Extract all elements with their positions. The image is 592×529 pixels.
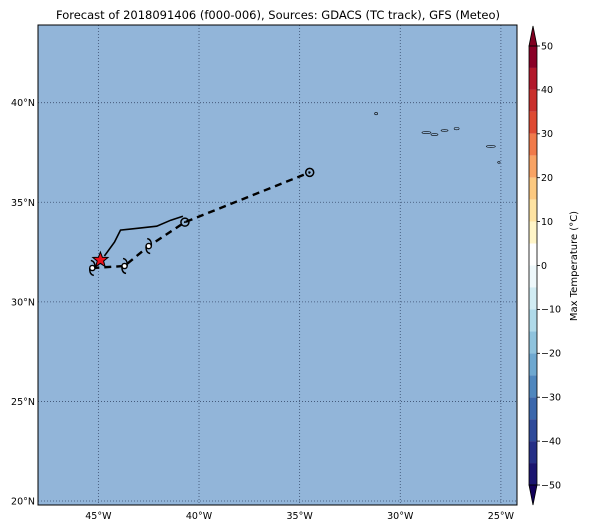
- colorbar-band: [529, 46, 537, 68]
- colorbar-tick-label: 50: [541, 41, 553, 52]
- colorbar-band: [529, 397, 537, 420]
- azores-islands: [374, 112, 501, 164]
- track-markers: [88, 167, 315, 277]
- colorbar-band: [529, 463, 537, 485]
- colorbar-tick-label: −40: [541, 436, 561, 447]
- island-outline: [421, 131, 432, 134]
- cyclone-eye: [121, 262, 128, 270]
- longitude-tick-label: 40°W: [186, 511, 213, 522]
- colorbar-label: Max Temperature (°C): [569, 211, 580, 321]
- island-outline: [430, 133, 439, 136]
- colorbar-band: [529, 331, 537, 354]
- island-outline: [486, 145, 496, 148]
- colorbar-band: [529, 199, 537, 222]
- colorbar-band: [529, 287, 537, 310]
- colorbar-band: [529, 155, 537, 178]
- island-outline: [453, 127, 460, 131]
- track-point-circle: [180, 217, 190, 227]
- colorbar-band: [529, 111, 537, 134]
- colorbar-ticks: 50 40 30 20 10 0 −10 −20 −30 −40 −50: [537, 41, 561, 491]
- map-panel: 45°W 40°W 35°W 30°W 25°W 20°N 25°N 30°N 35°N 40°…: [11, 24, 518, 522]
- colorbar-band: [529, 265, 537, 288]
- colorbar-band: [529, 177, 537, 200]
- latitude-tick-label: 40°N: [11, 98, 35, 109]
- longitude-labels: 45°W 40°W 35°W 30°W 25°W: [85, 511, 514, 522]
- colorbar-tick-label: 30: [541, 129, 553, 140]
- ocean-background: [38, 25, 517, 505]
- cyclone-eye: [89, 264, 96, 272]
- longitude-tick-label: 30°W: [387, 511, 414, 522]
- graticule: [38, 25, 517, 505]
- colorbar-tick-label: 20: [541, 173, 553, 184]
- island-outline: [440, 129, 449, 132]
- star-marker: [91, 250, 110, 268]
- latitude-tick-label: 25°N: [11, 397, 35, 408]
- colorbar-tick-label: 0: [541, 261, 547, 272]
- colorbar-band: [529, 243, 537, 266]
- colorbar-band: [529, 221, 537, 244]
- map-frame: [37, 24, 518, 506]
- longitude-tick-label: 35°W: [287, 511, 314, 522]
- cyclone-eye: [145, 242, 152, 250]
- cyclone-symbol: [88, 259, 96, 277]
- cyclone-symbol: [145, 237, 153, 255]
- track-point-circle: [304, 167, 315, 178]
- past-track-line: [103, 215, 184, 257]
- colorbar-band: [529, 309, 537, 332]
- cyclone-arm-upper: [122, 257, 128, 267]
- cyclone-arm-lower: [88, 267, 95, 277]
- current-position-star: [91, 250, 110, 268]
- cyclone-arm-lower: [145, 246, 151, 255]
- cyclone-arm-lower: [121, 265, 127, 275]
- cyclone-arm-upper: [90, 259, 96, 269]
- colorbar-extend-max: [528, 25, 538, 47]
- colorbar-band: [529, 375, 537, 398]
- colorbar-bands: [528, 25, 538, 506]
- colorbar: 50 40 30 20 10 0 −10 −20 −30 −40 −50 Max Temperatu…: [528, 25, 580, 506]
- longitude-tick-label: 45°W: [85, 511, 112, 522]
- colorbar-band: [529, 441, 537, 464]
- colorbar-band: [529, 133, 537, 156]
- colorbar-extend-min: [528, 484, 538, 506]
- colorbar-tick-label: −30: [541, 393, 561, 404]
- latitude-labels: 20°N 25°N 30°N 35°N 40°N: [11, 98, 35, 507]
- colorbar-tick-label: −20: [541, 349, 561, 360]
- latitude-tick-label: 35°N: [11, 198, 35, 209]
- colorbar-band: [529, 67, 537, 90]
- island-outline: [497, 161, 501, 164]
- track-point-center: [183, 221, 186, 224]
- colorbar-band: [529, 353, 537, 376]
- colorbar-tick-label: 40: [541, 85, 553, 96]
- colorbar-band: [529, 89, 537, 112]
- island-outline: [374, 112, 378, 116]
- figure-title: Forecast of 2018091406 (f000-006), Sourc…: [56, 8, 500, 22]
- cyclone-symbol: [121, 257, 128, 275]
- colorbar-tick-label: −50: [541, 480, 561, 491]
- cyclone-arm-upper: [147, 237, 153, 247]
- colorbar-tick-label: 10: [541, 217, 553, 228]
- colorbar-band: [529, 419, 537, 442]
- latitude-tick-label: 20°N: [11, 497, 35, 508]
- track-point-center: [308, 171, 311, 174]
- longitude-tick-label: 25°W: [488, 511, 515, 522]
- latitude-tick-label: 30°N: [11, 297, 35, 308]
- colorbar-tick-label: −10: [541, 305, 561, 316]
